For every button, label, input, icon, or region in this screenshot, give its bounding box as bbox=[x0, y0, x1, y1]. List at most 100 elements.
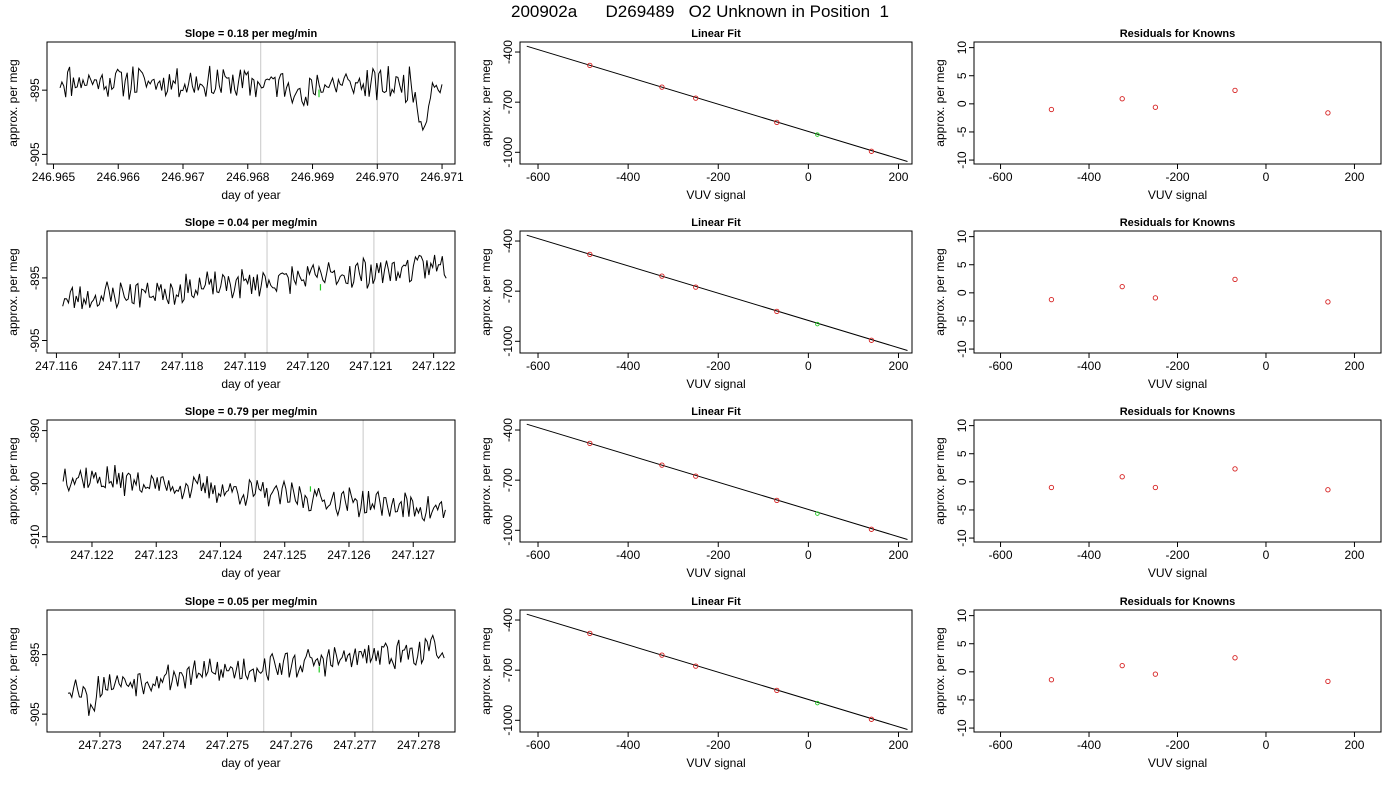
x-tick-label: 247.126 bbox=[327, 548, 371, 562]
known-point bbox=[1048, 677, 1055, 683]
known-point bbox=[693, 663, 699, 669]
x-axis-label: VUV signal bbox=[1148, 566, 1207, 580]
panel-title: Slope = 0.18 per meg/min bbox=[185, 28, 318, 40]
y-axis-label: approx. per meg bbox=[479, 437, 493, 524]
y-tick-label: -910 bbox=[28, 524, 42, 548]
y-tick-label: -700 bbox=[501, 658, 515, 682]
panel-title: Residuals for Knowns bbox=[1120, 596, 1236, 608]
panel-title: Slope = 0.79 per meg/min bbox=[185, 406, 318, 418]
x-tick-label: -600 bbox=[526, 738, 550, 752]
x-axis-label: VUV signal bbox=[686, 188, 745, 202]
x-tick-label: 247.273 bbox=[78, 738, 122, 752]
x-tick-label: 0 bbox=[805, 738, 812, 752]
x-axis-label: VUV signal bbox=[686, 756, 745, 770]
x-tick-label: 0 bbox=[1263, 170, 1270, 184]
known-point bbox=[1119, 474, 1125, 480]
y-tick-label: -700 bbox=[501, 468, 515, 492]
x-tick-label: -400 bbox=[1077, 170, 1101, 184]
known-point bbox=[1048, 484, 1055, 491]
chart-panel-r3c2: Linear Fit -600 -400 -200 0 200 -400 -700 -1000 V… bbox=[479, 406, 913, 580]
panel-title: Slope = 0.04 per meg/min bbox=[185, 217, 318, 229]
series-line bbox=[62, 464, 446, 522]
fit-line bbox=[526, 423, 908, 540]
y-axis-label: approx. per meg bbox=[6, 437, 20, 524]
x-tick-label: 200 bbox=[1344, 170, 1364, 184]
known-point bbox=[693, 284, 699, 290]
known-point bbox=[1152, 104, 1159, 110]
known-point bbox=[1325, 299, 1331, 305]
y-tick-label: 10 bbox=[955, 230, 969, 244]
x-axis-label: VUV signal bbox=[1148, 756, 1207, 770]
known-point bbox=[1232, 466, 1238, 472]
panel-title: Residuals for Knowns bbox=[1120, 406, 1236, 418]
x-axis-label: day of year bbox=[221, 377, 280, 391]
x-tick-label: 200 bbox=[1344, 738, 1364, 752]
x-tick-label: 200 bbox=[888, 170, 908, 184]
y-tick-label: -5 bbox=[955, 504, 969, 515]
x-tick-label: 246.965 bbox=[32, 170, 76, 184]
known-point bbox=[774, 687, 780, 694]
known-point bbox=[868, 716, 875, 722]
x-axis-label: VUV signal bbox=[686, 377, 745, 391]
known-point bbox=[868, 337, 875, 343]
x-tick-label: -200 bbox=[706, 548, 730, 562]
y-tick-label: -400 bbox=[501, 608, 515, 632]
x-tick-label: 247.127 bbox=[392, 548, 436, 562]
series-line bbox=[62, 254, 447, 310]
plot-frame bbox=[46, 230, 456, 354]
x-tick-label: -200 bbox=[1165, 548, 1189, 562]
y-axis-label: approx. per meg bbox=[933, 59, 947, 146]
series-line bbox=[59, 65, 443, 132]
chart-panel-r4c3: Residuals for Knowns -600 -400 -200 0 200 -10 -… bbox=[933, 596, 1382, 770]
panel-title: Linear Fit bbox=[691, 217, 741, 229]
x-tick-label: 247.125 bbox=[263, 548, 307, 562]
panel-title: Residuals for Knowns bbox=[1120, 28, 1236, 40]
plot-frame bbox=[973, 230, 1382, 354]
x-tick-label: 0 bbox=[805, 359, 812, 373]
series-line bbox=[67, 633, 445, 716]
x-axis-label: VUV signal bbox=[686, 566, 745, 580]
x-tick-label: 246.966 bbox=[97, 170, 141, 184]
x-axis-label: day of year bbox=[221, 566, 280, 580]
known-point bbox=[1152, 484, 1159, 491]
x-axis-label: VUV signal bbox=[1148, 377, 1207, 391]
unknown-point bbox=[815, 700, 820, 706]
x-axis-label: day of year bbox=[221, 188, 280, 202]
plot-frame bbox=[519, 419, 913, 543]
chart-panel-r2c3: Residuals for Knowns -600 -400 -200 0 200 -10 -… bbox=[933, 217, 1382, 391]
x-tick-label: -600 bbox=[989, 548, 1013, 562]
panel-title: Linear Fit bbox=[691, 406, 741, 418]
x-tick-label: -400 bbox=[616, 170, 640, 184]
y-axis-label: approx. per meg bbox=[6, 59, 20, 146]
y-tick-label: -1000 bbox=[501, 705, 515, 736]
chart-panel-r1c3: Residuals for Knowns -600 -400 -200 0 200 -10 -… bbox=[933, 28, 1382, 202]
known-point bbox=[659, 652, 665, 658]
known-point bbox=[659, 462, 665, 468]
known-point bbox=[1119, 96, 1125, 102]
y-tick-label: 5 bbox=[955, 450, 969, 457]
x-tick-label: 200 bbox=[1344, 359, 1364, 373]
y-tick-label: -700 bbox=[501, 90, 515, 114]
y-tick-label: -5 bbox=[955, 694, 969, 705]
y-tick-label: -400 bbox=[501, 40, 515, 64]
y-tick-label: 0 bbox=[955, 289, 969, 296]
x-tick-label: -200 bbox=[1165, 170, 1189, 184]
x-tick-label: 246.970 bbox=[356, 170, 400, 184]
x-tick-label: -200 bbox=[706, 359, 730, 373]
x-tick-label: 247.276 bbox=[269, 738, 313, 752]
known-point bbox=[693, 473, 699, 479]
y-tick-label: -5 bbox=[955, 126, 969, 137]
known-point bbox=[774, 497, 780, 504]
known-point bbox=[1325, 110, 1331, 116]
y-tick-label: -890 bbox=[28, 418, 42, 442]
chart-panel-r3c3: Residuals for Knowns -600 -400 -200 0 200 -10 -… bbox=[933, 406, 1382, 580]
x-tick-label: 0 bbox=[1263, 548, 1270, 562]
y-tick-label: -1000 bbox=[501, 326, 515, 357]
chart-panel-r3c1: Slope = 0.79 per meg/min 247.122 247.123 24… bbox=[6, 406, 456, 580]
y-axis-label: approx. per meg bbox=[479, 59, 493, 146]
unknown-point bbox=[815, 511, 820, 516]
y-tick-label: -400 bbox=[501, 229, 515, 253]
known-point bbox=[587, 62, 593, 69]
x-tick-label: 247.116 bbox=[35, 359, 78, 373]
x-tick-label: 247.117 bbox=[98, 359, 141, 373]
